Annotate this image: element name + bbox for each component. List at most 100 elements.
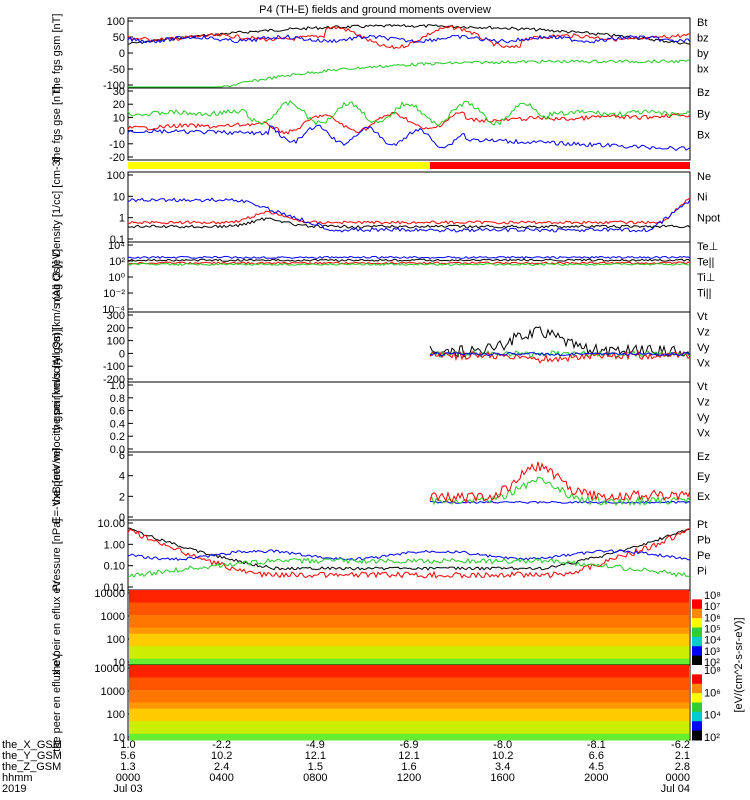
colorbar-tick-label: 10⁸ <box>704 590 721 602</box>
legend-entry: Pt <box>697 519 707 531</box>
x-axis-value: 12.1 <box>305 750 326 762</box>
y-axis-label: the fgs gse [nT] <box>51 86 63 162</box>
spectrogram-band <box>129 608 689 616</box>
y-tick-label: 1.0 <box>110 380 125 392</box>
legend-entry: Ne <box>697 171 711 183</box>
x-axis-value: 5.6 <box>120 750 135 762</box>
y-tick-label: 200 <box>107 323 125 335</box>
y-tick-label: 100 <box>107 170 125 182</box>
series-line-Ey <box>429 476 691 507</box>
y-tick-label: -200 <box>103 374 125 386</box>
y-tick-label: 0.6 <box>110 406 125 418</box>
y-tick-label: 0.0 <box>110 444 125 456</box>
x-axis-value: 2.4 <box>214 761 229 773</box>
legend-entry: Vx <box>697 358 710 370</box>
x-axis-value: 0400 <box>209 772 233 784</box>
x-axis-value: 1.5 <box>308 761 323 773</box>
colorbar-swatch <box>692 599 702 610</box>
y-tick-label: 10 <box>113 112 125 124</box>
colorbar-tick-label: 10² <box>704 732 720 744</box>
colorbar-tick-label: 10⁸ <box>704 665 721 677</box>
legend-entry: Te|| <box>697 257 714 269</box>
legend-entry: Ex <box>697 491 710 503</box>
legend-entry: Vz <box>697 397 710 409</box>
series-line-Npot <box>127 197 691 233</box>
y-tick-label: 0.4 <box>110 418 125 430</box>
x-axis-value: 1600 <box>490 772 514 784</box>
legend-entry: Ti|| <box>697 288 711 300</box>
x-axis-value: 10.2 <box>211 750 232 762</box>
y-axis-label: Pressure [nPa] <box>51 519 63 592</box>
y-tick-label: 1000 <box>101 611 125 623</box>
y-tick-label: 4 <box>119 471 125 483</box>
x-axis-value: 1.0 <box>120 739 135 751</box>
panel-frame <box>127 451 691 521</box>
y-axis-label: the peer velocity gsm [km/s (All Qs)] <box>51 329 63 505</box>
y-tick-label: 1000 <box>101 686 125 698</box>
y-axis-label: mag t3 [eV] <box>51 249 63 305</box>
colorbar-tick-label: 10³ <box>704 646 720 658</box>
x-axis-value: 1200 <box>397 772 421 784</box>
spectrogram-band <box>129 733 689 741</box>
panel-frame <box>127 17 691 89</box>
spectrogram-band <box>129 715 689 722</box>
x-axis-value: 0000 <box>116 772 140 784</box>
legend-entry: Vx <box>697 428 710 440</box>
colorbar-tick-label: 10⁴ <box>704 635 721 647</box>
colorbar-swatch <box>692 674 702 685</box>
series-line-Bx <box>127 124 691 152</box>
legend-entry: Vy <box>697 342 710 354</box>
y-tick-label: 1.00 <box>104 539 125 551</box>
y-tick-label: 2 <box>119 491 125 503</box>
spectrogram-band <box>129 590 689 597</box>
legend-entry: Bx <box>697 130 710 142</box>
colorbar-swatch <box>692 683 702 694</box>
colorbar-swatch <box>692 590 702 600</box>
series-line-Ex <box>430 500 691 504</box>
y-tick-label: 10 <box>113 732 125 744</box>
series-line-Ni <box>127 217 691 229</box>
y-tick-label: 100 <box>107 336 125 348</box>
y-tick-label: -50 <box>109 64 125 76</box>
x-axis-value: -2.2 <box>212 739 231 751</box>
y-tick-label: 30 <box>113 86 125 98</box>
spectrogram-band <box>129 658 689 666</box>
x-axis-value: 10.2 <box>492 750 513 762</box>
y-tick-label: 0.8 <box>110 393 125 405</box>
x-axis-value: -8.0 <box>493 739 512 751</box>
series-line-by <box>128 59 691 88</box>
colorbar-swatch <box>692 646 702 657</box>
y-tick-label: 20 <box>113 99 125 111</box>
figure-title: P4 (TH-E) fields and ground moments over… <box>259 4 491 16</box>
series-line-Pt <box>127 527 691 571</box>
y-tick-label: 10⁻² <box>103 288 125 300</box>
colorbar-swatch <box>692 693 702 703</box>
y-axis-label: the peir velocity gsm [km/s (All Qs)] <box>51 261 63 433</box>
colorbar-swatch <box>692 665 702 675</box>
spectrogram-band <box>129 602 689 610</box>
x-axis-value: 2.1 <box>675 750 690 762</box>
x-axis-row-label: the_Y_GSM <box>2 750 62 762</box>
spectrogram-band <box>129 721 689 728</box>
series-line-Pe <box>127 557 691 578</box>
colorbar-swatch <box>692 702 702 713</box>
y-tick-label: 10⁴ <box>108 240 125 252</box>
y-tick-label: 10.00 <box>97 518 125 530</box>
series-line-Vt <box>429 326 691 358</box>
y-tick-label: 10000 <box>94 588 125 600</box>
y-tick-label: 0 <box>119 348 125 360</box>
spectrogram-band <box>129 683 689 691</box>
series-line-Vx <box>429 351 691 357</box>
series-line-Te-par <box>127 258 691 262</box>
series-line-bz <box>127 24 691 50</box>
panel-frame <box>127 381 691 453</box>
legend-entry: Ni <box>697 192 707 204</box>
x-axis-value: 1.3 <box>120 761 135 773</box>
legend-entry: Pb <box>697 535 710 547</box>
colorbar-label: [eV/(cm^2-s-sr-eV)] <box>733 618 745 713</box>
y-tick-label: 6 <box>119 450 125 462</box>
series-line-Ti-perp <box>127 255 691 260</box>
y-tick-label: 100 <box>107 709 125 721</box>
spectrogram-band <box>129 727 689 735</box>
